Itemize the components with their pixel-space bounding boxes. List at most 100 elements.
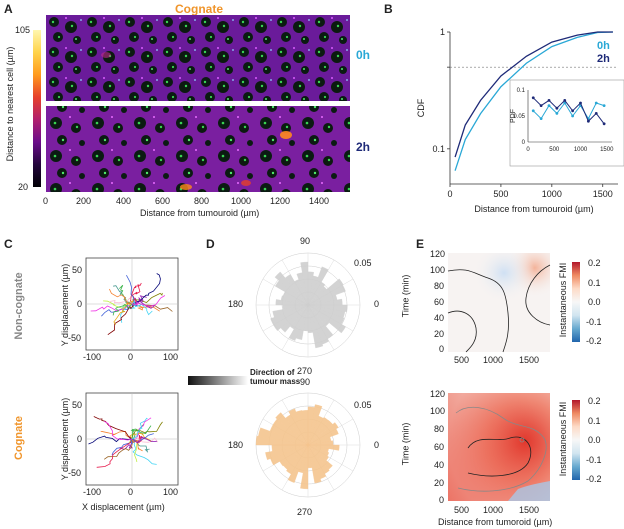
rose-sector [307,266,329,306]
rose-sector [280,304,309,333]
a-xtick: 800 [194,196,210,206]
cdf-x-tick-label: 1000 [542,189,562,199]
pdf-y-tick-label: 0.05 [513,114,525,120]
angle-270-bot: 270 [297,507,313,517]
e-xtick: 500 [454,355,470,365]
rose-sector [275,280,309,306]
e-ylabel-bot: Time (min) [400,422,411,466]
colorbar-min: 20 [18,182,29,192]
track-path [96,438,133,468]
rose-sector [307,304,334,339]
c-xtick: 0 [128,352,134,362]
a-xtick: 400 [116,196,132,206]
fmi-tick: 0.1 [588,278,601,288]
rose-sector [307,417,329,446]
rose-cognate [255,392,361,498]
c-ytick: 0 [77,434,83,444]
rose-sector [288,408,309,446]
panel-c-label: C [4,237,13,251]
a-xtick: 1000 [231,196,252,206]
rose-sector [307,304,330,345]
fmi-tick: 0.0 [588,435,601,445]
e-ytick: 0 [439,344,445,354]
c-xtick: -100 [83,352,102,362]
panel-b-label: B [384,2,393,16]
pdf-point-2h [594,112,598,115]
pdf-series-0h [532,102,605,120]
pdf-x-tick-label: 1000 [574,147,588,153]
colorbar-label: Distance to nearest cell (µm) [5,46,15,162]
angle-180-bot: 180 [228,440,244,450]
track-path [112,303,133,316]
track-path [126,275,138,307]
e-xtick: 1500 [519,355,540,365]
rose-sector [307,444,333,470]
rose-sector [265,444,309,460]
a-xtick: 600 [155,196,171,206]
rose-sector [307,406,315,446]
cdf-x-tick-label: 0 [447,189,452,199]
track-path [131,295,166,307]
track-path [103,300,133,309]
pdf-point-2h [579,101,582,105]
panel-a-heatmaps [46,15,350,192]
e-ytick: 20 [434,329,445,339]
pdf-x-tick-label: 500 [549,147,560,153]
fmi-tick: -0.1 [586,317,602,327]
rose-sector [270,444,309,466]
rose-sector [307,304,348,313]
rose-sector [307,444,329,461]
panel-a-title: Cognate [175,2,223,16]
rose-sector [307,304,345,325]
tracks-noncognate [85,257,179,351]
e-ytick: 60 [434,442,445,452]
angle-0-top: 0 [374,299,380,309]
radius-label-top: 0.05 [354,258,372,268]
pdf-point-2h [586,119,590,123]
e-ytick: 120 [430,389,446,399]
e-ytick: 100 [430,406,446,416]
fmi-colorbar-bot [572,400,580,480]
pdf-y-tick-label: 0 [522,140,526,146]
pdf-point-2h [539,104,543,107]
track-path [100,430,133,440]
c-ytick: 0 [77,299,83,309]
pdf-y-label: PDF [510,109,517,123]
fmi-map-cognate [448,393,550,501]
c-ytick: 50 [72,400,83,410]
angle-270-top: 270 [297,366,313,376]
cdf-series-2h [454,31,613,158]
legend-2h: 2h [597,53,610,65]
rose-noncognate [255,252,361,358]
panel-d-label: D [206,237,215,251]
pdf-point-2h [563,99,567,102]
track-path [128,438,138,462]
e-ylabel-top: Time (min) [400,274,411,318]
track-path [131,436,157,444]
track-path [103,438,133,460]
track-path [131,282,142,305]
rose-sector [255,435,309,446]
rose-sector [307,420,333,446]
c-ytick: -50 [68,333,82,343]
e-ytick: 60 [434,297,445,307]
fmi-tick: -0.2 [586,336,602,346]
a-xtick: 1200 [270,196,291,206]
rose-sector [307,444,327,480]
e-xtick: 1000 [483,505,504,515]
angle-180-top: 180 [228,299,244,309]
cdf-y-tick-label: 1 [440,27,445,37]
cdf-y-label: CDF [416,98,426,117]
pdf-point-2h [571,109,575,113]
pdf-point-2h [602,122,606,126]
pdf-point-0h [571,114,575,118]
pdf-point-0h [594,101,598,105]
rose-sector [300,444,309,490]
e-xtick: 1500 [519,505,540,515]
rose-sector [287,444,309,483]
e-ytick: 40 [434,460,445,470]
time-label-0h: 0h [356,48,371,62]
c-xlabel: X displacement (µm) [82,502,165,512]
track-path [109,288,133,305]
e-ytick: 120 [430,249,446,259]
